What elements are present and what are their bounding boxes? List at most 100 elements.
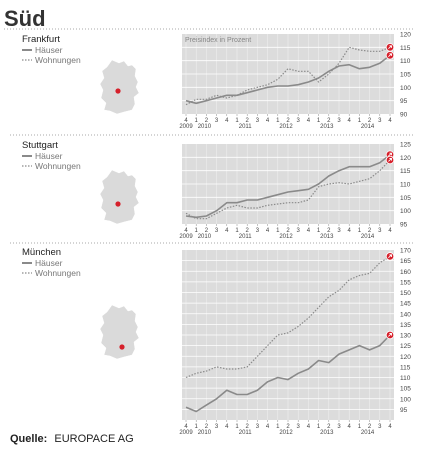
x-tick-quarter: 4 xyxy=(348,118,352,124)
x-tick-year: 2010 xyxy=(198,124,212,130)
y-tick-label: 115 xyxy=(400,364,411,371)
y-tick-label: 120 xyxy=(400,354,411,361)
x-tick-quarter: 3 xyxy=(337,228,341,234)
x-tick-year: 2013 xyxy=(320,430,334,436)
x-tick-quarter: 4 xyxy=(307,424,311,430)
y-tick-label: 95 xyxy=(400,407,408,414)
x-tick-quarter: 3 xyxy=(297,424,301,430)
y-tick-label: 110 xyxy=(400,58,411,65)
source-label: Quelle: xyxy=(10,433,47,445)
x-tick-year: 2014 xyxy=(361,234,375,240)
y-tick-label: 160 xyxy=(400,269,411,276)
series-line-wohnungen xyxy=(185,159,391,220)
page-title: Süd xyxy=(4,6,46,31)
x-tick-quarter: 1 xyxy=(276,424,280,430)
x-tick-quarter: 1 xyxy=(317,424,321,430)
end-marker-arrow-icon xyxy=(388,333,392,337)
x-tick-quarter: 1 xyxy=(195,228,199,234)
x-tick-quarter: 2 xyxy=(368,118,372,124)
y-tick-label: 95 xyxy=(400,98,408,105)
x-tick-quarter: 1 xyxy=(317,228,321,234)
series-line-haeuser xyxy=(185,334,391,413)
series-line-haeuser xyxy=(185,54,391,105)
x-tick-quarter: 2 xyxy=(286,228,290,234)
y-tick-label: 135 xyxy=(400,322,411,329)
y-tick-label: 120 xyxy=(400,32,411,39)
x-tick-quarter: 3 xyxy=(337,424,341,430)
x-tick-quarter: 1 xyxy=(358,228,362,234)
x-tick-quarter: 3 xyxy=(256,228,260,234)
x-tick-quarter: 2 xyxy=(286,424,290,430)
legend-label-haeuser: Häuser xyxy=(35,258,63,268)
city-location-dot xyxy=(119,344,125,350)
y-tick-label: 125 xyxy=(400,142,411,149)
x-tick-quarter: 2 xyxy=(327,424,331,430)
x-tick-quarter: 1 xyxy=(195,118,199,124)
end-marker-arrow-icon xyxy=(388,152,392,157)
x-tick-year: 2011 xyxy=(239,430,253,436)
x-tick-quarter: 2 xyxy=(205,228,209,234)
city-title: Frankfurt xyxy=(22,34,60,45)
x-tick-quarter: 4 xyxy=(388,424,392,430)
end-marker-arrow-icon xyxy=(388,45,392,50)
x-tick-year: 2013 xyxy=(320,124,334,130)
x-tick-quarter: 4 xyxy=(225,228,229,234)
x-tick-quarter: 3 xyxy=(378,228,382,234)
end-marker-arrow-icon xyxy=(388,53,392,58)
x-tick-quarter: 2 xyxy=(368,424,372,430)
series-line-wohnungen xyxy=(185,46,391,106)
x-tick-year: 2009 xyxy=(179,124,193,130)
x-tick-quarter: 2 xyxy=(327,228,331,234)
y-tick-label: 130 xyxy=(400,333,411,340)
source-value: EUROPACE AG xyxy=(54,433,133,445)
x-tick-quarter: 4 xyxy=(307,228,311,234)
chart-panel-2: MünchenHäuserWohnungen951001051101151201… xyxy=(22,247,411,436)
x-tick-quarter: 1 xyxy=(358,118,362,124)
x-tick-year: 2010 xyxy=(198,234,212,240)
y-tick-label: 105 xyxy=(400,72,411,79)
legend-label-wohnungen: Wohnungen xyxy=(35,55,81,65)
x-tick-quarter: 4 xyxy=(307,118,311,124)
legend-label-haeuser: Häuser xyxy=(35,151,63,161)
y-tick-label: 155 xyxy=(400,279,411,286)
x-tick-quarter: 4 xyxy=(225,424,229,430)
x-tick-quarter: 1 xyxy=(276,118,280,124)
x-tick-year: 2012 xyxy=(279,124,293,130)
germany-map xyxy=(99,59,140,115)
legend-label-wohnungen: Wohnungen xyxy=(35,268,81,278)
legend-label-wohnungen: Wohnungen xyxy=(35,161,81,171)
y-tick-label: 105 xyxy=(400,195,411,202)
y-tick-label: 145 xyxy=(400,301,411,308)
y-tick-label: 110 xyxy=(400,375,411,382)
x-tick-quarter: 4 xyxy=(184,228,188,234)
y-tick-label: 165 xyxy=(400,258,411,265)
legend-label-haeuser: Häuser xyxy=(35,45,63,55)
x-tick-quarter: 3 xyxy=(256,118,260,124)
y-tick-label: 170 xyxy=(400,248,411,255)
city-location-dot xyxy=(115,88,121,94)
x-tick-quarter: 4 xyxy=(266,424,270,430)
x-tick-quarter: 1 xyxy=(235,228,239,234)
x-tick-quarter: 2 xyxy=(205,118,209,124)
x-tick-quarter: 4 xyxy=(266,118,270,124)
x-tick-quarter: 4 xyxy=(184,118,188,124)
x-tick-quarter: 3 xyxy=(215,228,219,234)
chart-subtitle: Preisindex in Prozent xyxy=(185,37,251,44)
x-tick-quarter: 3 xyxy=(256,424,260,430)
x-tick-quarter: 4 xyxy=(348,228,352,234)
x-tick-quarter: 2 xyxy=(246,424,250,430)
y-tick-label: 150 xyxy=(400,290,411,297)
end-marker-arrow-icon xyxy=(388,254,392,259)
y-tick-label: 110 xyxy=(400,182,411,189)
x-tick-quarter: 3 xyxy=(297,228,301,234)
x-tick-year: 2014 xyxy=(361,124,375,130)
x-tick-year: 2014 xyxy=(361,430,375,436)
series-line-wohnungen xyxy=(185,255,391,379)
x-tick-quarter: 4 xyxy=(388,228,392,234)
x-tick-year: 2013 xyxy=(320,234,334,240)
x-tick-quarter: 4 xyxy=(388,118,392,124)
x-tick-quarter: 4 xyxy=(184,424,188,430)
y-tick-label: 125 xyxy=(400,343,411,350)
